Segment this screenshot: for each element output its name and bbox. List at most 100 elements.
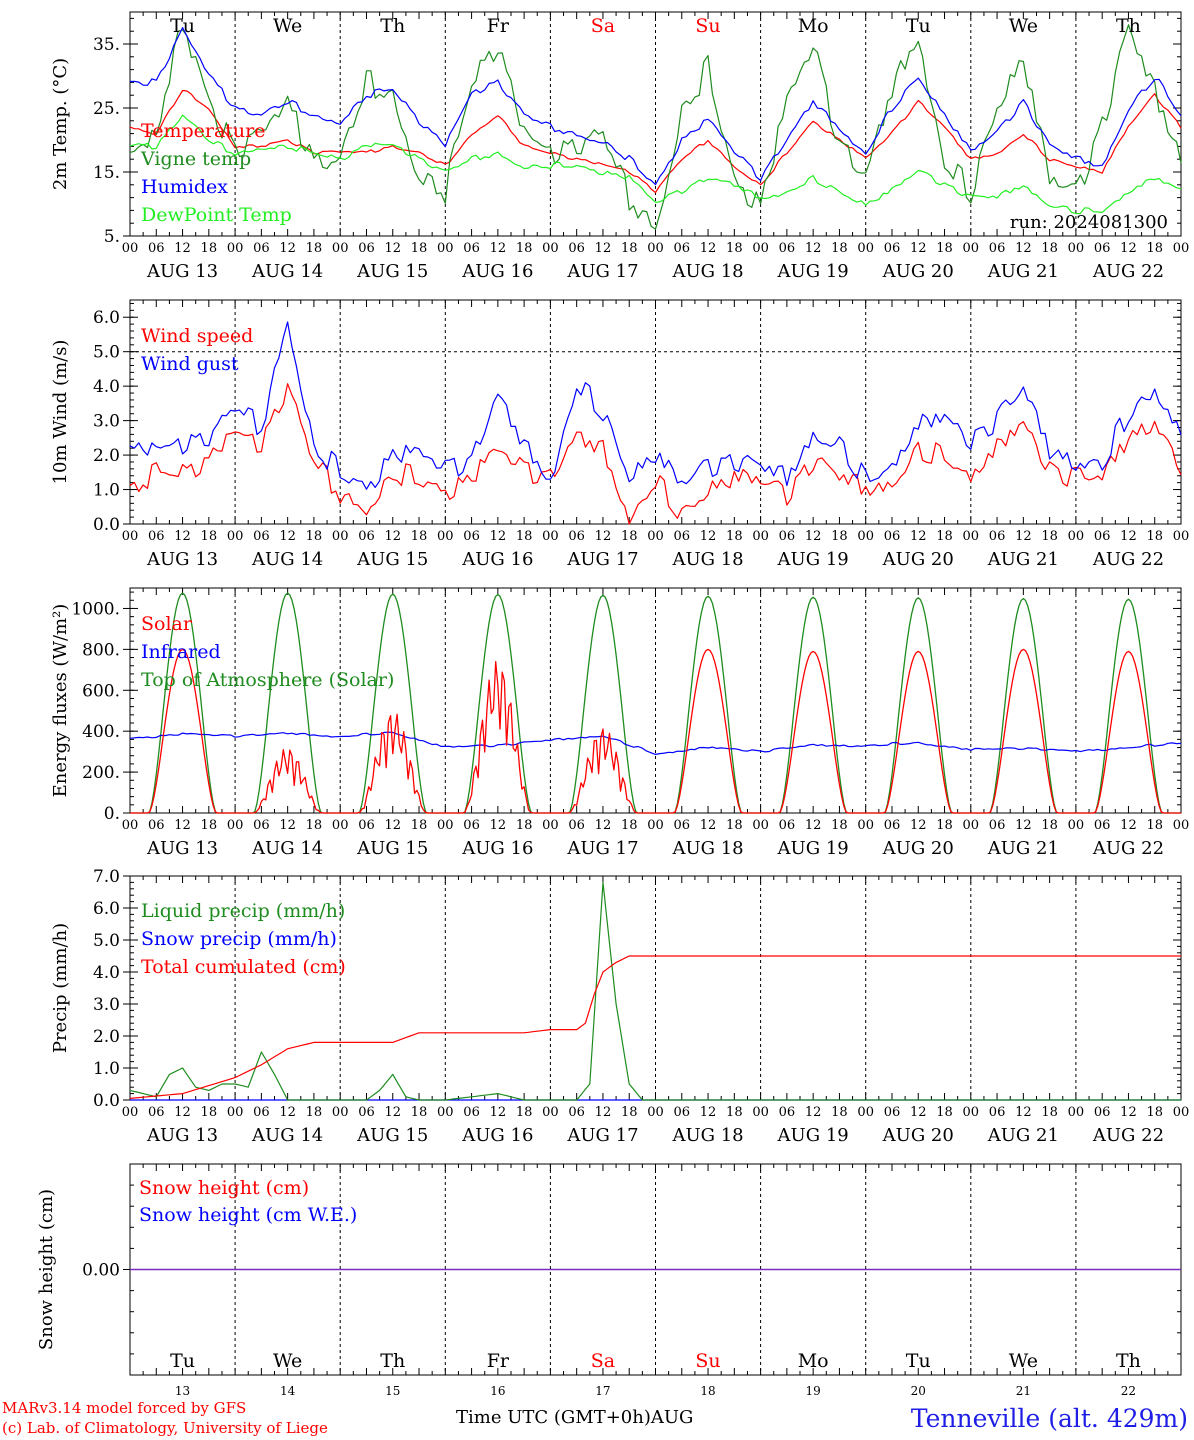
- date-label: AUG 15: [356, 261, 428, 282]
- hour-tick-label: 00: [1173, 241, 1190, 256]
- hour-tick-label: 18: [936, 529, 953, 544]
- y-tick-label: 35.: [93, 35, 120, 55]
- hour-tick-label: 12: [490, 1105, 507, 1120]
- hour-tick-label: 12: [1120, 1105, 1137, 1120]
- hour-tick-label: 18: [831, 241, 848, 256]
- date-label: AUG 14: [251, 549, 323, 570]
- hour-tick-label: 06: [1094, 241, 1111, 256]
- day-name: Tu: [906, 15, 931, 37]
- y-axis-label: Energy fluxes (W/m²): [50, 604, 71, 798]
- hour-tick-label: 12: [700, 241, 717, 256]
- hour-tick-label: 00: [963, 818, 980, 833]
- hour-tick-label: 00: [542, 241, 559, 256]
- hour-tick-label: 00: [122, 1105, 139, 1120]
- date-label: AUG 17: [566, 838, 638, 859]
- hour-tick-label: 12: [279, 818, 296, 833]
- day-name: Su: [695, 1350, 720, 1372]
- hour-tick-label: 06: [989, 241, 1006, 256]
- hour-tick-label: 00: [122, 241, 139, 256]
- hour-tick-label: 12: [174, 241, 191, 256]
- date-label: AUG 17: [566, 549, 638, 570]
- y-tick-label: 1000.: [71, 599, 120, 619]
- hour-tick-label: 06: [358, 241, 375, 256]
- hour-tick-label: 00: [227, 241, 244, 256]
- hour-tick-label: 06: [674, 529, 691, 544]
- hour-tick-label: 18: [516, 818, 533, 833]
- hour-tick-label: 06: [253, 241, 270, 256]
- y-tick-label: 3.0: [93, 412, 120, 432]
- date-label: AUG 16: [461, 838, 533, 859]
- hour-tick-label: 18: [201, 1105, 218, 1120]
- y-tick-label: 1.0: [93, 1059, 120, 1079]
- hour-tick-label: 00: [437, 529, 454, 544]
- date-label: AUG 16: [461, 1125, 533, 1146]
- date-label: AUG 20: [882, 838, 954, 859]
- date-label: AUG 14: [251, 838, 323, 859]
- y-tick-label: 5.0: [93, 931, 120, 951]
- hour-tick-label: 18: [201, 241, 218, 256]
- legend-entry: Snow precip (mm/h): [141, 928, 337, 950]
- hour-tick-label: 18: [726, 818, 743, 833]
- hour-tick-label: 18: [831, 1105, 848, 1120]
- month-label: AUG: [650, 1407, 694, 1428]
- hour-tick-label: 12: [384, 818, 401, 833]
- hour-tick-label: 12: [490, 241, 507, 256]
- date-label: AUG 17: [566, 261, 638, 282]
- hour-tick-label: 00: [227, 529, 244, 544]
- hour-tick-label: 00: [122, 529, 139, 544]
- day-number-label: 17: [595, 1384, 610, 1398]
- hour-tick-label: 00: [857, 241, 874, 256]
- hour-tick-label: 06: [358, 529, 375, 544]
- hour-tick-label: 12: [1120, 241, 1137, 256]
- hour-tick-label: 00: [1173, 1105, 1190, 1120]
- day-number-label: 15: [385, 1384, 400, 1398]
- legend-entry: Top of Atmosphere (Solar): [141, 669, 394, 691]
- date-label: AUG 13: [146, 549, 218, 570]
- hour-tick-label: 12: [910, 1105, 927, 1120]
- hour-tick-label: 00: [752, 529, 769, 544]
- y-tick-label: 0.0: [93, 515, 120, 535]
- y-tick-label: 0.: [104, 804, 120, 824]
- hour-tick-label: 18: [201, 818, 218, 833]
- date-label: AUG 14: [251, 261, 323, 282]
- hour-tick-label: 12: [700, 529, 717, 544]
- series-line-total-cumulated-cm-: [129, 955, 1181, 1099]
- legend-entry: Wind gust: [141, 353, 239, 375]
- hour-tick-label: 06: [989, 818, 1006, 833]
- hour-tick-label: 18: [306, 818, 323, 833]
- y-tick-label: 4.0: [93, 963, 120, 983]
- hour-tick-label: 06: [463, 529, 480, 544]
- legend-entry: Total cumulated (cm): [141, 956, 346, 978]
- y-tick-label: 6.0: [93, 308, 120, 328]
- hour-tick-label: 18: [1146, 1105, 1163, 1120]
- hour-tick-label: 06: [989, 529, 1006, 544]
- run-label: run: 2024081300: [1010, 212, 1168, 233]
- hour-tick-label: 06: [884, 818, 901, 833]
- day-number-label: 21: [1016, 1384, 1031, 1398]
- hour-tick-label: 06: [463, 1105, 480, 1120]
- series-line-temperature: [129, 89, 1182, 194]
- hour-tick-label: 00: [752, 818, 769, 833]
- series-line-liquid-precip-mm-h-: [129, 881, 1181, 1101]
- hour-tick-label: 12: [490, 818, 507, 833]
- date-label: AUG 18: [671, 838, 743, 859]
- day-name: We: [273, 1350, 302, 1372]
- hour-tick-label: 18: [306, 1105, 323, 1120]
- hour-tick-label: 00: [1173, 818, 1190, 833]
- hour-tick-label: 12: [174, 1105, 191, 1120]
- hour-tick-label: 12: [384, 529, 401, 544]
- series-line-infrared: [129, 731, 1182, 756]
- legend-entry: Liquid precip (mm/h): [141, 900, 345, 922]
- plot-frame: [129, 299, 1182, 525]
- day-name: Tu: [170, 15, 195, 37]
- hour-tick-label: 00: [857, 1105, 874, 1120]
- hour-tick-label: 00: [122, 818, 139, 833]
- hour-tick-label: 18: [936, 241, 953, 256]
- y-tick-label: 3.0: [93, 995, 120, 1015]
- hour-tick-label: 12: [174, 529, 191, 544]
- hour-tick-label: 12: [384, 1105, 401, 1120]
- y-tick-label: 1.0: [93, 481, 120, 501]
- hour-tick-label: 06: [884, 1105, 901, 1120]
- hour-tick-label: 06: [674, 818, 691, 833]
